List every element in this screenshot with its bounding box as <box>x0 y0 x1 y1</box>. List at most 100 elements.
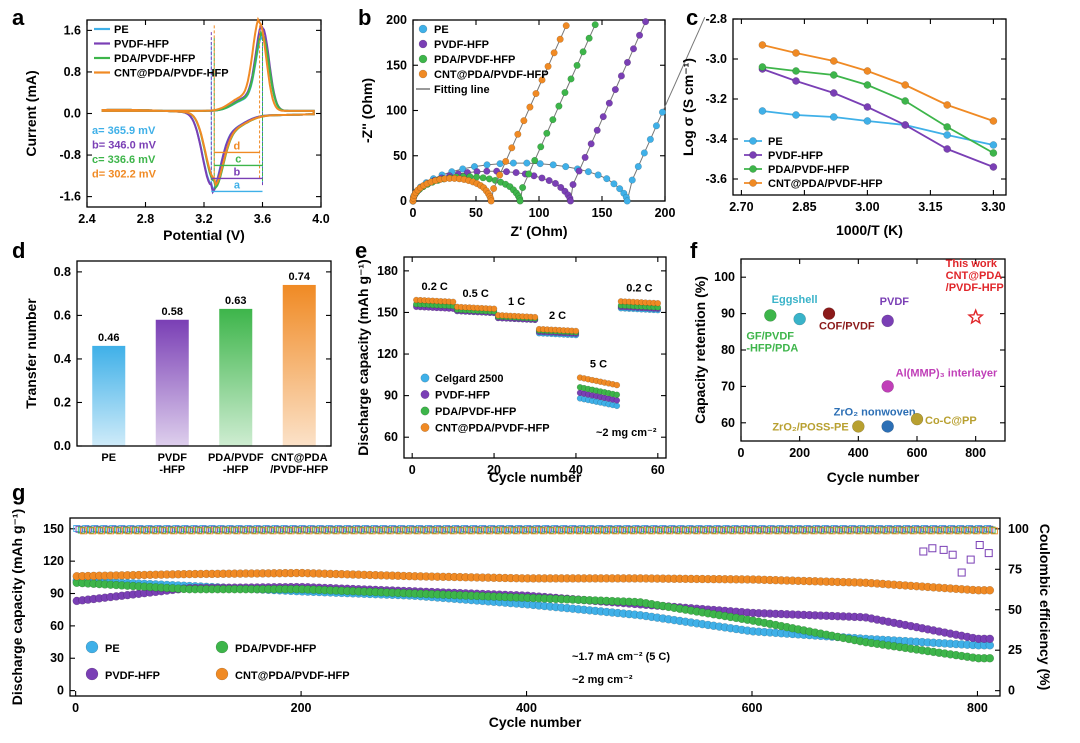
ce-marker <box>95 526 103 534</box>
legend-marker <box>749 137 757 145</box>
y-tick-label: 0.4 <box>54 352 71 366</box>
y-tick-label: -0.8 <box>59 148 81 162</box>
ce-marker-outlier <box>928 544 937 553</box>
rate-point <box>613 402 621 410</box>
x-tick-label: 2.85 <box>792 200 816 214</box>
label-line: PDA/PVDF <box>208 452 264 464</box>
ce-marker <box>972 527 980 535</box>
label-line: GF/PVDF <box>746 330 794 342</box>
y-tick-label: 0.2 <box>54 395 71 409</box>
ce-marker <box>158 526 166 534</box>
arrhenius-point <box>792 49 800 57</box>
label-line: -HFP <box>159 464 185 476</box>
ce-marker <box>102 525 110 533</box>
ce-marker <box>688 525 696 533</box>
y-axis-title: Current (mA) <box>23 70 39 156</box>
ce-marker <box>379 525 387 532</box>
ce-marker <box>339 526 347 534</box>
ce-marker <box>262 525 270 532</box>
ce-marker <box>585 527 592 535</box>
ce-marker <box>785 525 793 532</box>
ce-marker <box>952 526 960 534</box>
x-tick-label: 3.30 <box>981 200 1005 214</box>
ce-marker <box>179 527 187 535</box>
ce-marker <box>806 525 813 533</box>
y-tick-label: 150 <box>377 305 398 319</box>
ce-marker <box>382 525 390 533</box>
bar-value-label: 0.63 <box>225 295 246 307</box>
ce-marker <box>884 525 892 532</box>
point-label: ZrO₂ nonwoven <box>834 406 916 418</box>
arrhenius-point <box>863 81 872 89</box>
y-tick-label: 0 <box>57 684 64 698</box>
y-tick-label: -3.2 <box>705 92 727 106</box>
ce-marker <box>109 525 117 532</box>
ce-marker <box>357 526 365 534</box>
rate-label: 0.5 C <box>462 288 488 300</box>
arrhenius-point <box>901 121 910 129</box>
nyquist-point <box>531 156 539 164</box>
nyquist-point <box>591 21 599 29</box>
ce-marker <box>188 527 196 535</box>
nyquist-point <box>479 174 487 182</box>
label-line: This work <box>946 258 998 270</box>
ce-marker <box>736 526 744 534</box>
ce-marker <box>882 527 890 535</box>
nyquist-point <box>562 22 570 30</box>
y2-tick-label: 25 <box>1008 643 1022 657</box>
ce-marker <box>914 525 922 533</box>
ce-marker <box>875 525 883 532</box>
ce-marker <box>932 525 940 533</box>
arrhenius-point <box>901 97 910 105</box>
ce-marker <box>183 525 191 533</box>
panel-e: e 0 20 40 60 60 90 120 150 180 Cycle number Dischar… <box>355 238 667 485</box>
nyquist-point <box>509 159 517 167</box>
panel-c: c 2.70 2.85 3.00 3.15 3.30 -2.8 -3.0 -3.2 -3.4 -3.… <box>680 5 1007 238</box>
panel-d: d0.46PE0.58PVDF-HFP0.63PDA/PVDF-HFP0.74C… <box>12 238 332 476</box>
ce-marker <box>89 527 96 535</box>
ce-marker <box>930 525 937 532</box>
ce-marker <box>927 527 935 535</box>
ce-marker <box>666 527 674 535</box>
loading-annotation: ~2 mg cm⁻² <box>596 427 657 439</box>
ce-marker <box>397 525 405 532</box>
ce-marker <box>860 525 868 533</box>
y-tick-label: 90 <box>721 307 735 321</box>
legend-label: PE <box>768 136 783 148</box>
ce-marker <box>508 525 516 533</box>
ce-marker <box>654 526 662 534</box>
nyquist-point <box>487 197 495 205</box>
ce-marker-outlier <box>966 555 975 564</box>
capacity-point <box>985 634 995 644</box>
ce-marker <box>788 525 795 533</box>
ce-marker <box>240 526 248 534</box>
ce-marker <box>950 525 958 533</box>
ce-marker <box>449 527 457 535</box>
nyquist-point <box>483 167 491 175</box>
x-tick-label: 800 <box>967 701 988 715</box>
ce-marker <box>821 525 829 532</box>
nyquist-point <box>567 75 575 83</box>
ce-marker-outlier <box>984 549 993 558</box>
literature-point <box>910 412 924 426</box>
ce-marker <box>751 525 759 533</box>
ce-marker <box>337 525 344 533</box>
ce-marker <box>783 527 791 535</box>
ce-marker <box>939 525 946 532</box>
x-tick-label: 3.2 <box>195 212 212 226</box>
ce-marker <box>767 525 775 532</box>
nyquist-point <box>616 185 624 193</box>
ce-marker <box>596 525 604 532</box>
ce-marker <box>675 527 683 535</box>
y2-tick-label: 50 <box>1008 603 1022 617</box>
y-axis-title: Transfer number <box>23 298 39 409</box>
legend-marker <box>418 54 428 64</box>
ce-marker <box>84 525 92 533</box>
ce-marker <box>878 525 886 533</box>
ce-marker <box>138 525 146 533</box>
x-tick-label: 40 <box>569 463 583 477</box>
rate-point <box>572 327 580 335</box>
ce-marker <box>560 525 568 532</box>
ce-marker <box>819 527 827 535</box>
ce-marker <box>131 526 139 534</box>
